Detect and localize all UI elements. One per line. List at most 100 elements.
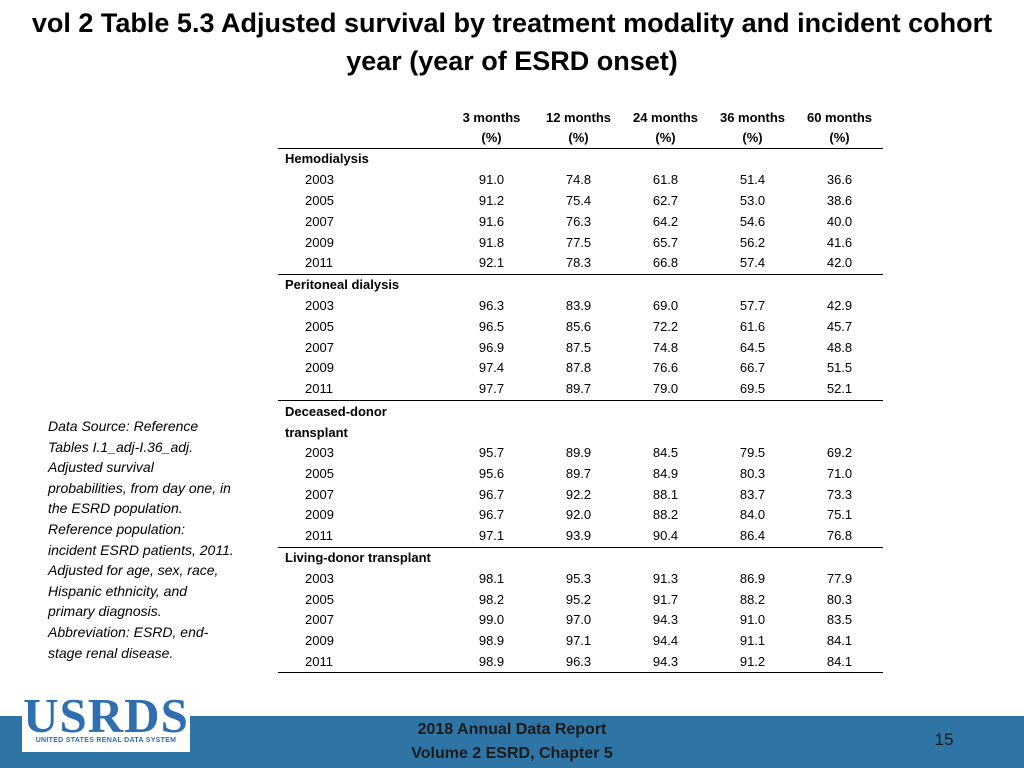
table-row: 2003 96.3 83.9 69.0 57.7 42.9 [278, 296, 883, 317]
cohort-year: 2003 [305, 297, 334, 313]
table-row: 2011 97.7 89.7 79.0 69.5 52.1 [278, 378, 883, 401]
survival-value: 83.9 [565, 297, 592, 313]
table-row: 2011 98.9 96.3 94.3 91.2 84.1 [278, 651, 883, 674]
survival-value: 93.9 [535, 525, 622, 548]
page-number: 15 [934, 730, 954, 749]
survival-value: 97.4 [478, 360, 505, 376]
cohort-year: 2005 [305, 192, 334, 208]
survival-value: 75.4 [565, 192, 592, 208]
survival-value: 87.8 [565, 360, 592, 376]
survival-value: 91.7 [652, 591, 679, 607]
survival-value: 98.9 [448, 651, 535, 674]
survival-value: 73.3 [826, 486, 853, 502]
survival-value: 91.2 [478, 192, 505, 208]
survival-value: 64.2 [652, 213, 679, 229]
survival-value: 69.0 [652, 297, 679, 313]
survival-value: 38.6 [826, 192, 853, 208]
column-unit: (%) [535, 128, 622, 149]
row-label-header [278, 108, 448, 128]
column-unit: (%) [709, 128, 796, 149]
survival-value: 80.3 [739, 465, 766, 481]
table-row: 2003 95.7 89.9 84.5 79.5 69.2 [278, 443, 883, 464]
cohort-year: 2003 [305, 172, 334, 188]
survival-value: 91.2 [709, 651, 796, 674]
survival-value: 71.0 [826, 465, 853, 481]
survival-value: 89.7 [565, 465, 592, 481]
column-header: 24 months [632, 110, 698, 125]
survival-value: 78.3 [535, 252, 622, 275]
group-header-row: Deceased-donor transplant [278, 400, 883, 443]
cohort-year: 2007 [305, 339, 334, 355]
survival-value: 84.9 [652, 465, 679, 481]
survival-value: 80.3 [826, 591, 853, 607]
column-unit: (%) [448, 128, 535, 149]
survival-value: 92.1 [448, 252, 535, 275]
survival-value: 69.2 [826, 444, 853, 460]
footer-line-1: 2018 Annual Data Report [417, 721, 607, 738]
survival-value: 87.5 [565, 339, 592, 355]
survival-value: 45.7 [826, 318, 853, 334]
logo-subtitle: UNITED STATES RENAL DATA SYSTEM [35, 737, 177, 744]
cohort-year: 2003 [305, 570, 334, 586]
survival-value: 86.9 [739, 570, 766, 586]
survival-value: 66.7 [739, 360, 766, 376]
survival-value: 88.1 [652, 486, 679, 502]
survival-value: 94.3 [622, 651, 709, 674]
survival-value: 84.5 [652, 444, 679, 460]
survival-value: 61.8 [652, 172, 679, 188]
survival-value: 74.8 [565, 172, 592, 188]
survival-value: 64.5 [739, 339, 766, 355]
footer-title: 2018 Annual Data Report Volume 2 ESRD, C… [400, 718, 624, 766]
table-row: 2007 91.6 76.3 64.2 54.6 40.0 [278, 211, 883, 232]
table-row: 2005 95.6 89.7 84.9 80.3 71.0 [278, 463, 883, 484]
survival-value: 89.7 [535, 378, 622, 401]
survival-value: 57.7 [739, 297, 766, 313]
slide-title: vol 2 Table 5.3 Adjusted survival by tre… [31, 8, 993, 76]
survival-value: 91.8 [478, 234, 505, 250]
table-row: 2005 98.2 95.2 91.7 88.2 80.3 [278, 589, 883, 610]
table-row: 2003 91.0 74.8 61.8 51.4 36.6 [278, 170, 883, 191]
survival-value: 94.4 [652, 633, 679, 649]
group-label: Deceased-donor transplant [285, 403, 387, 440]
survival-value: 75.1 [826, 507, 853, 523]
cohort-year: 2011 [278, 252, 448, 275]
group-label: Peritoneal dialysis [285, 277, 400, 293]
survival-value: 53.0 [739, 192, 766, 208]
table-row: 2007 96.9 87.5 74.8 64.5 48.8 [278, 337, 883, 358]
table-row: 2009 97.4 87.8 76.6 66.7 51.5 [278, 358, 883, 379]
survival-value: 41.6 [826, 234, 853, 250]
survival-value: 96.7 [478, 486, 505, 502]
survival-value: 92.0 [565, 507, 592, 523]
survival-value: 92.2 [565, 486, 592, 502]
survival-value: 96.9 [478, 339, 505, 355]
column-header: 60 months [806, 110, 872, 125]
survival-value: 96.3 [535, 651, 622, 674]
group-header-row: Living-donor transplant [278, 547, 883, 568]
survival-value: 91.0 [739, 612, 766, 628]
survival-value: 66.8 [622, 252, 709, 275]
survival-value: 42.0 [796, 252, 883, 275]
survival-value: 69.5 [709, 378, 796, 401]
survival-value: 76.8 [796, 525, 883, 548]
table-row: 2009 96.7 92.0 88.2 84.0 75.1 [278, 505, 883, 526]
survival-value: 57.4 [709, 252, 796, 275]
survival-value: 61.6 [739, 318, 766, 334]
table-row: 2005 96.5 85.6 72.2 61.6 45.7 [278, 316, 883, 337]
survival-value: 84.0 [739, 507, 766, 523]
table-row: 2011 97.1 93.9 90.4 86.4 76.8 [278, 525, 883, 548]
survival-value: 97.1 [448, 525, 535, 548]
survival-value: 98.1 [478, 570, 505, 586]
survival-value: 77.5 [565, 234, 592, 250]
survival-value: 52.1 [796, 378, 883, 401]
survival-value: 98.9 [478, 633, 505, 649]
cohort-year: 2005 [305, 465, 334, 481]
survival-value: 84.1 [796, 651, 883, 674]
survival-value: 95.6 [478, 465, 505, 481]
survival-value: 40.0 [826, 213, 853, 229]
cohort-year: 2011 [278, 525, 448, 548]
survival-table: 3 months 12 months 24 months 36 months 6… [278, 108, 883, 674]
column-header: 3 months [462, 110, 521, 125]
survival-value: 95.7 [478, 444, 505, 460]
column-unit-row: (%) (%) (%) (%) (%) [278, 128, 883, 149]
survival-value: 72.2 [652, 318, 679, 334]
